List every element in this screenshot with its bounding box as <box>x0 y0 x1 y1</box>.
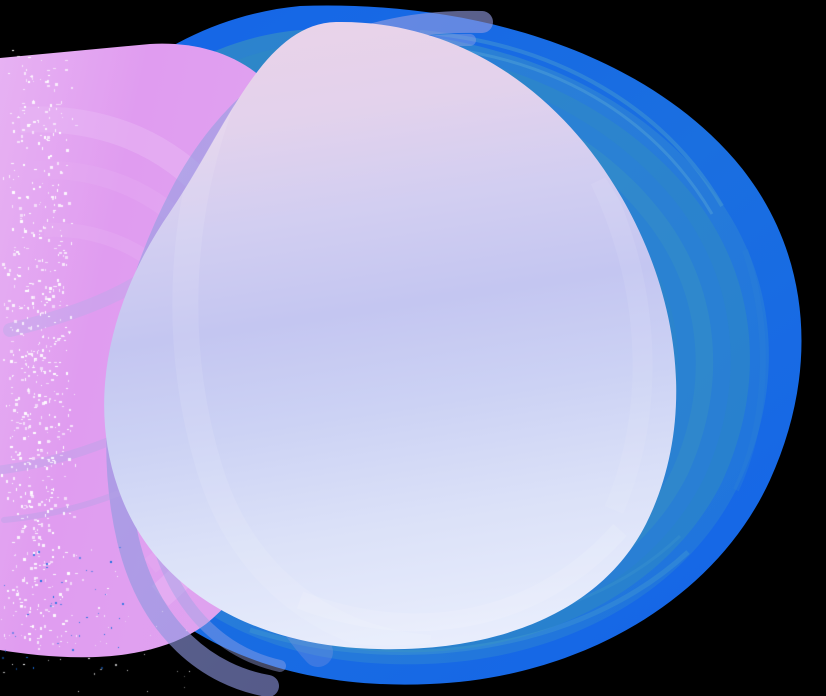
artboard <box>0 0 826 696</box>
artwork-canvas <box>0 5 802 696</box>
